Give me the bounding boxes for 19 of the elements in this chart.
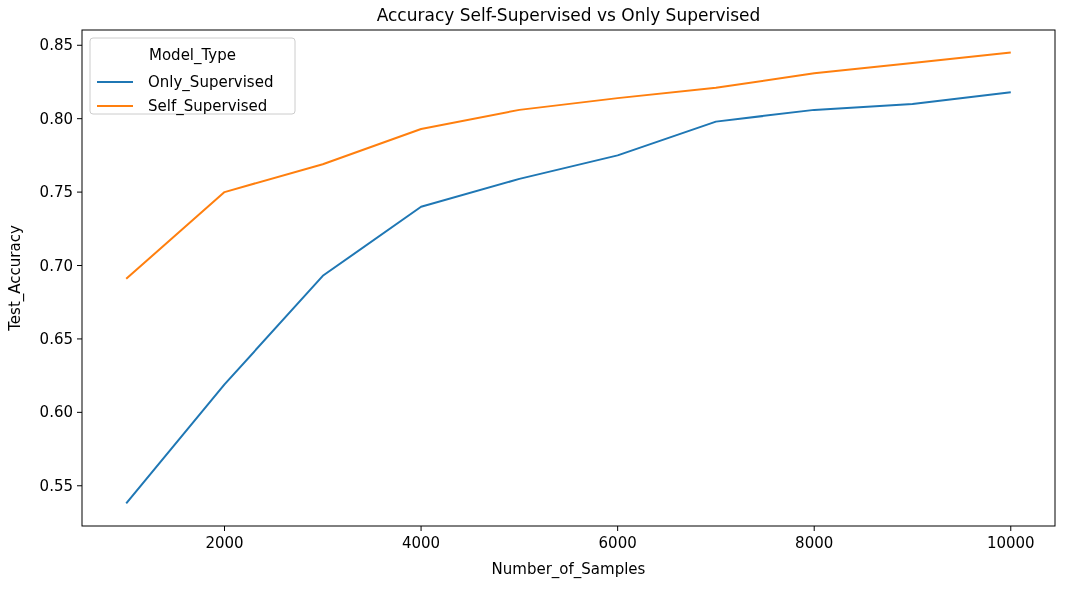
y-tick-label: 0.75: [39, 183, 73, 202]
x-tick-label: 4000: [401, 534, 441, 552]
x-axis-title: Number_of_Samples: [491, 560, 646, 579]
y-tick-label: 0.80: [39, 109, 73, 128]
y-tick-label: 0.70: [39, 256, 73, 275]
legend-title: Model_Type: [149, 46, 236, 65]
y-tick-label: 0.65: [39, 329, 73, 348]
x-tick-label: 2000: [205, 534, 244, 552]
x-tick-label: 8000: [795, 534, 834, 552]
y-tick-label: 0.85: [39, 36, 73, 55]
x-tick-label: 6000: [598, 534, 637, 552]
chart-title: Accuracy Self-Supervised vs Only Supervised: [376, 5, 761, 25]
line-series: [125, 91, 1012, 505]
y-tick-label: 0.55: [39, 476, 73, 495]
x-tick-label: 10000: [986, 534, 1035, 552]
y-axis-title: Test_Accuracy: [6, 225, 25, 332]
legend-label: Only_Supervised: [148, 73, 274, 92]
legend-label: Self_Supervised: [148, 97, 268, 116]
y-tick-label: 0.60: [39, 403, 73, 422]
